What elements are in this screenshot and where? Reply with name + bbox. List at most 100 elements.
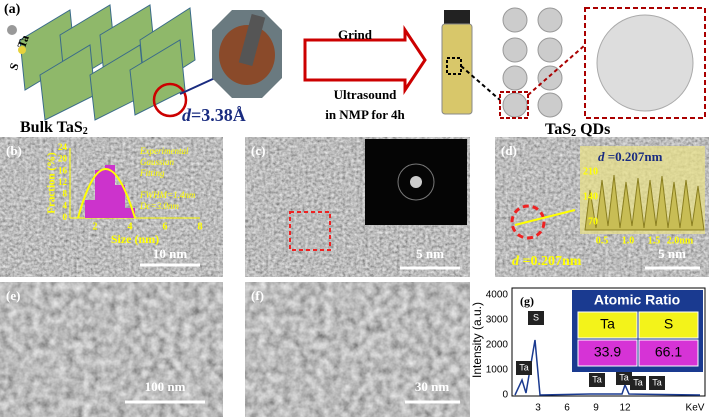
peak-box [528, 311, 544, 325]
x-tick-label: 6 [163, 221, 168, 232]
atom-label: Ta [14, 33, 32, 50]
table-cell [577, 339, 638, 367]
text: d [598, 149, 605, 164]
scale-label: 10 nm [153, 246, 187, 261]
circle [510, 204, 546, 240]
box [289, 211, 331, 251]
annotation: Dc=3.0nm [139, 201, 179, 211]
x-tick-label: 12 [619, 403, 631, 414]
annotation: d =0.207nm [598, 149, 663, 164]
arrow [179, 77, 216, 95]
x-tick-label: 1.0 [622, 235, 635, 246]
circle [152, 82, 188, 118]
sem-image [0, 282, 223, 417]
text: =0.207nm [605, 149, 663, 164]
line [514, 209, 576, 226]
text: TaS [545, 121, 571, 138]
spectrum [514, 339, 701, 396]
arrow [303, 25, 427, 95]
qd-label: TaS2 QDs [545, 121, 610, 140]
panel-g: Intensity (a.u.) KeV 0 1000 2000 3000 4000 3 6… [470, 287, 706, 414]
y-tick-label: 70 [588, 216, 598, 227]
pestle [238, 14, 266, 66]
spot [410, 176, 422, 188]
y-tick-label: 20 [58, 154, 68, 164]
y-tick-label: 0 [502, 390, 508, 401]
legend-entry: Experimental [139, 146, 189, 156]
line [527, 44, 586, 96]
x-tick-label: 3 [535, 403, 541, 414]
panel-label: (e) [6, 288, 20, 303]
y-tick-label: 16 [58, 165, 68, 175]
x-tick-label: 2.0nm [667, 235, 694, 246]
x-tick-label: 9 [593, 403, 599, 414]
peak-box [516, 361, 532, 375]
axis-title: KeV [686, 403, 705, 414]
y-tick-label: 1000 [486, 365, 509, 376]
panel-label: (f) [251, 288, 264, 303]
y-tick-label: 8 [63, 189, 68, 199]
text: =3.38Å [191, 105, 246, 125]
bulk-label: Bulk TaS2 [20, 119, 88, 138]
legend-entry: Fitting [139, 168, 165, 178]
qd-zoom [596, 14, 694, 112]
table-text: 33.9 [594, 344, 621, 360]
fit [77, 168, 136, 219]
x-tick-label: 6 [564, 403, 570, 414]
axis-title: Size (nm) [111, 232, 159, 246]
text: d [512, 254, 520, 269]
y-tick-label: 0 [63, 212, 68, 222]
peak-label: Ta [619, 372, 629, 382]
panel-c: (c) 5 nm [251, 139, 467, 270]
axis-title: Fraction (%) [46, 152, 58, 214]
vial [441, 23, 473, 115]
annotation: FWHM=1.4nm [139, 190, 196, 200]
step: Grind [338, 27, 373, 42]
table-text: S [664, 316, 673, 332]
sem-image [245, 282, 470, 417]
text: QDs [576, 121, 610, 138]
scale-label: 100 nm [145, 379, 186, 394]
step: in NMP for 4h [325, 107, 405, 122]
y-tick-label: 4 [63, 200, 68, 210]
axis-title: Intensity (a.u.) [470, 302, 484, 378]
table-title: Atomic Ratio [594, 292, 680, 308]
y-tick-label: 2000 [486, 340, 509, 351]
y-tick-label: 24 [58, 142, 68, 152]
scale-label: 30 nm [415, 379, 449, 394]
y-tick-label: 210 [583, 166, 598, 177]
text: =0.207nm [519, 254, 582, 269]
peak-label: Ta [652, 377, 662, 387]
table-cell [638, 339, 699, 367]
vial-cap [444, 10, 470, 24]
box [584, 7, 706, 119]
y-tick-label: 12 [58, 177, 68, 187]
line [460, 65, 501, 101]
x-tick-label: 8 [198, 221, 203, 232]
y-tick-label: 3000 [486, 315, 509, 326]
panel-a: (a) S Ta Bulk TaS2 d=3.38Å Grind Ultraso… [4, 2, 706, 140]
scale-label: 5 nm [416, 246, 444, 261]
step: Ultrasound [334, 87, 398, 102]
text: 2 [83, 126, 88, 137]
text: d [182, 105, 192, 125]
panel-label: (a) [4, 2, 21, 17]
table-cell [638, 311, 699, 339]
panel-label: (b) [6, 143, 22, 158]
peak-label: Ta [592, 374, 602, 384]
text: Bulk TaS [20, 119, 83, 136]
peak-label: Ta [633, 377, 643, 387]
panel-label: (g) [520, 294, 534, 308]
atom [18, 46, 26, 54]
peak-box [630, 376, 646, 390]
table-text: 66.1 [655, 344, 682, 360]
box [499, 91, 529, 119]
legend-entry: Gaussian [140, 157, 175, 167]
annotation: d =0.207nm [512, 254, 582, 269]
peak-box [616, 371, 632, 385]
x-tick-label: 0.5 [596, 235, 609, 246]
scale-label: 5 nm [658, 246, 686, 261]
spacing: d=3.38Å [182, 105, 246, 125]
